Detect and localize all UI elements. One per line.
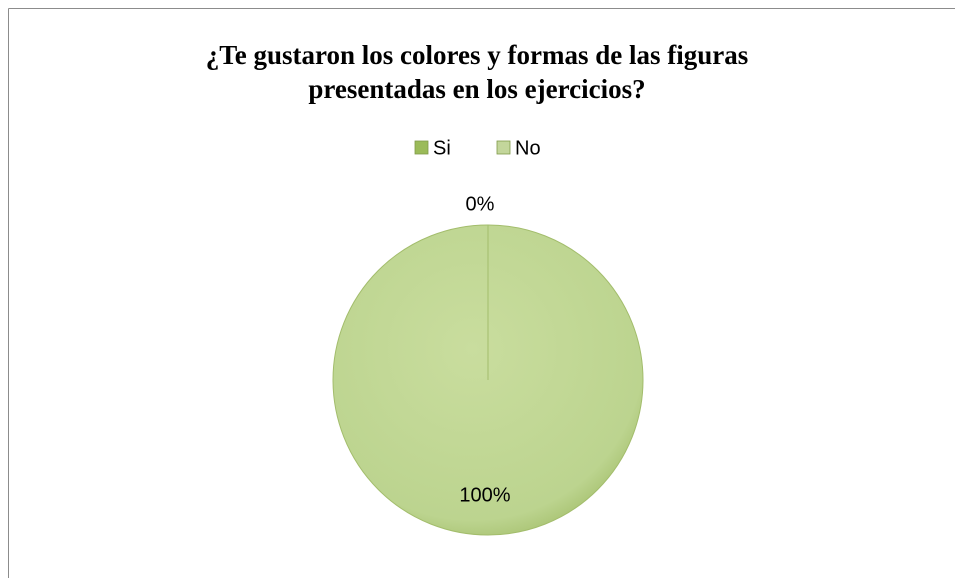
legend-marker xyxy=(496,140,511,155)
legend-marker xyxy=(414,140,429,155)
legend-label: No xyxy=(515,137,541,159)
chart-title: ¿Te gustaron los colores y formas de las… xyxy=(205,40,749,104)
data-label: 0% xyxy=(466,193,495,215)
data-label: 100% xyxy=(459,485,510,507)
legend-label: Si xyxy=(433,137,451,159)
